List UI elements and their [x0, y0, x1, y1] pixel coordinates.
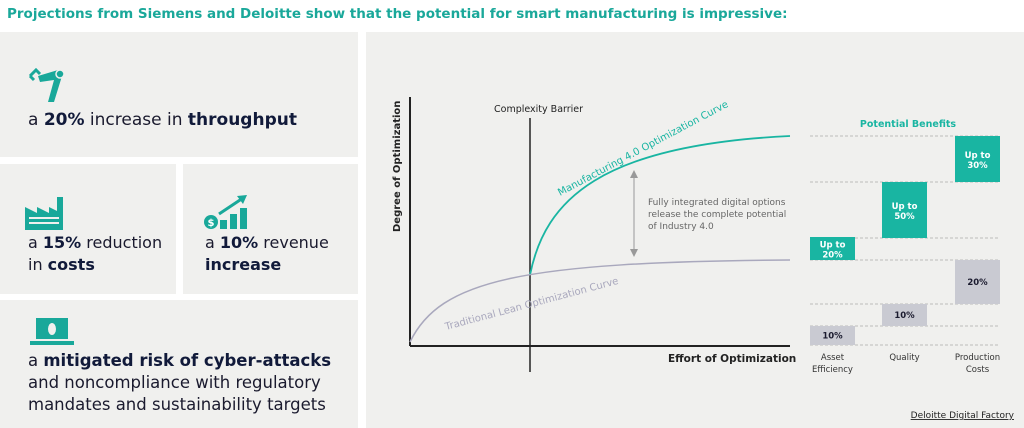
- industry40-bar-label: 30%: [967, 161, 988, 171]
- laptop-bug-icon: [30, 318, 74, 345]
- traditional-bar: [810, 326, 855, 345]
- svg-text:$: $: [208, 218, 215, 229]
- industry40-bar-label: 20%: [822, 251, 843, 261]
- industry40-bar-label: Up to: [892, 202, 918, 212]
- traditional-bar: [955, 260, 1000, 304]
- factory-icon: [25, 197, 63, 230]
- stat-costs: a 15% reduction in costs: [0, 164, 176, 294]
- annotation: Fully integrated digital options release …: [648, 198, 786, 232]
- stat-cyber: a mitigated risk of cyber-attacks and no…: [0, 300, 358, 428]
- industry40-bar: [955, 136, 1000, 182]
- category-label: Efficiency: [812, 365, 853, 375]
- category-label: Asset: [821, 353, 845, 363]
- x-axis-label: Effort of Optimization: [668, 353, 796, 365]
- traditional-bar-label: 20%: [967, 278, 988, 288]
- y-axis-label: Degree of Optimization: [392, 101, 403, 232]
- industry40-bar-label: Up to: [820, 241, 846, 251]
- traditional-bar-label: 10%: [894, 311, 915, 321]
- source-label: Deloitte Digital Factory: [911, 411, 1015, 421]
- industry40-bar-label: 50%: [894, 212, 915, 222]
- traditional-bar: [882, 304, 927, 326]
- robot-arm-icon: [28, 68, 65, 102]
- stat-revenue: $ a 10% revenue increase: [183, 164, 358, 294]
- category-label: Quality: [889, 353, 919, 363]
- industry40-bar: [882, 182, 927, 238]
- teal-curve: [529, 135, 791, 276]
- barrier-label: Complexity Barrier: [494, 104, 583, 115]
- category-label: Production: [955, 353, 1000, 363]
- page-title: Projections from Siemens and Deloitte sh…: [7, 6, 788, 22]
- revenue-growth-icon: $: [204, 195, 247, 229]
- stat-throughput: a 20% increase in throughput: [0, 32, 358, 157]
- category-label: Costs: [966, 365, 990, 375]
- industry40-bar-label: Up to: [965, 151, 991, 161]
- benefits-title: Potential Benefits: [860, 119, 956, 130]
- traditional-bar-label: 10%: [822, 332, 843, 342]
- gray-curve-label: Traditional Lean Optimization Curve: [443, 276, 620, 333]
- industry40-bar: [810, 237, 855, 260]
- gray-curve: [409, 259, 791, 343]
